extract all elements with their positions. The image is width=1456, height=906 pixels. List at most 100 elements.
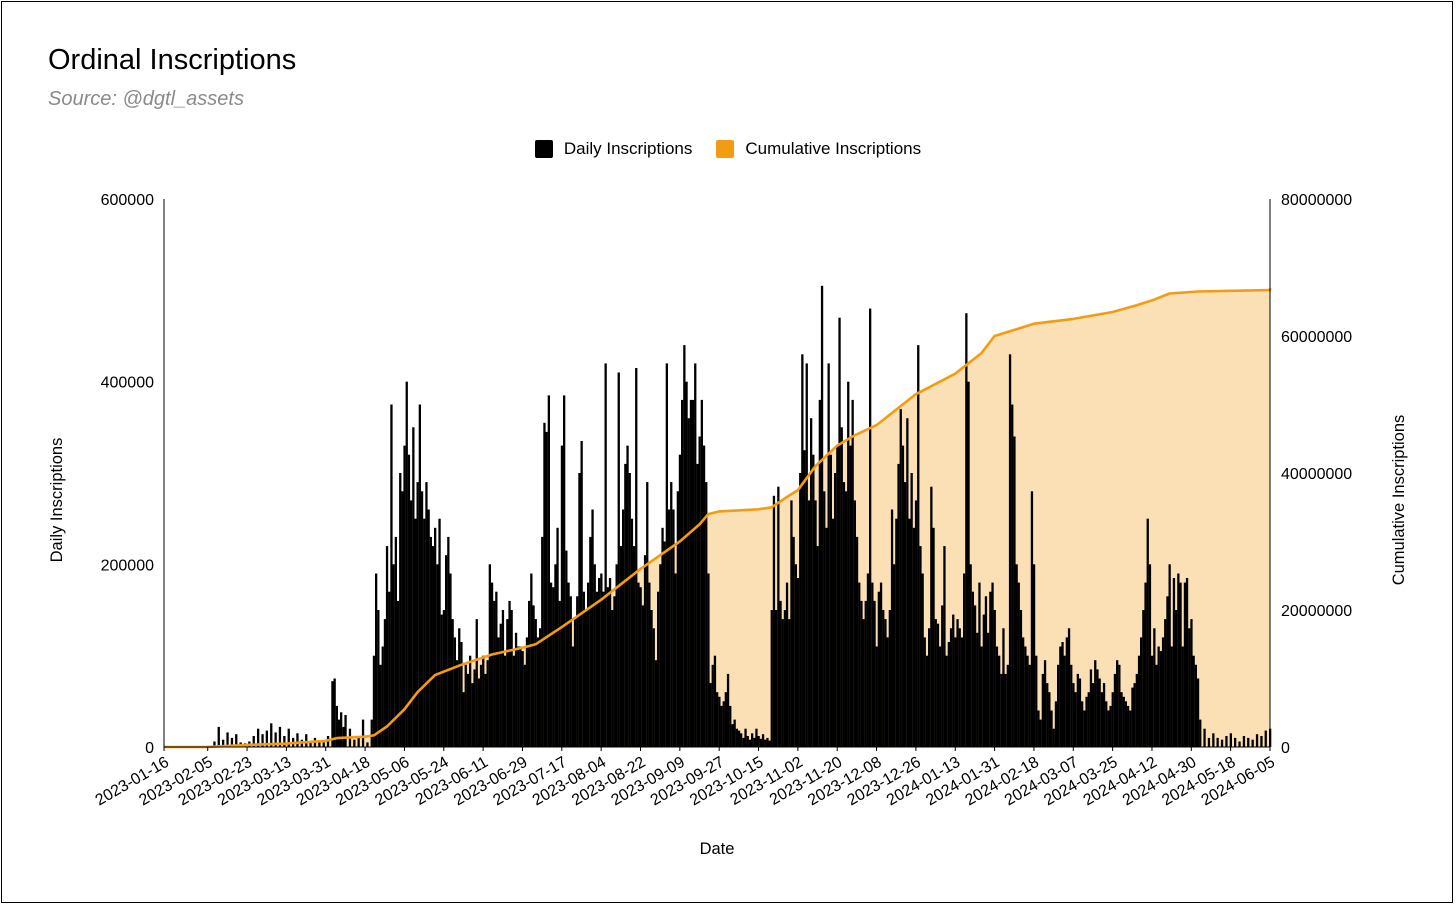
bar (1076, 673, 1079, 747)
bar (1063, 655, 1066, 747)
bar (569, 596, 572, 747)
bar (1124, 701, 1127, 747)
bar (318, 741, 321, 747)
bar (1057, 664, 1060, 747)
bar (696, 463, 699, 747)
bar (904, 482, 907, 747)
bar (547, 395, 550, 747)
bar (521, 651, 524, 747)
bar (700, 399, 703, 747)
bar (309, 741, 312, 747)
bar (812, 454, 815, 747)
bar (648, 582, 651, 747)
bar (1070, 664, 1073, 747)
bar (834, 473, 837, 747)
bar (604, 363, 607, 747)
bar (689, 399, 693, 747)
bar (587, 582, 590, 747)
bar (685, 381, 688, 747)
bar (1000, 673, 1003, 747)
bar (377, 610, 380, 747)
bar (1207, 737, 1211, 747)
bar (858, 582, 861, 747)
bar (1109, 705, 1112, 747)
bar (860, 600, 863, 747)
bar (637, 582, 640, 747)
bar (305, 734, 308, 747)
bar (759, 738, 762, 747)
bar (462, 692, 465, 747)
bar (836, 445, 839, 747)
bar (925, 655, 929, 747)
bar (952, 614, 955, 747)
bar (838, 317, 841, 747)
bar (1264, 730, 1267, 747)
bar (665, 363, 668, 747)
bar (451, 619, 454, 747)
bar (1048, 692, 1051, 747)
bar (650, 610, 653, 747)
bar (401, 491, 404, 747)
bar (270, 723, 273, 747)
bar (1054, 701, 1058, 747)
bar (871, 582, 874, 747)
bar (1028, 664, 1031, 747)
bar (399, 473, 402, 747)
bar (1188, 628, 1191, 747)
bar (1102, 683, 1106, 747)
bar (1177, 573, 1180, 747)
bar (414, 518, 417, 747)
bar (1094, 660, 1097, 747)
bar (385, 546, 389, 747)
bar (855, 536, 859, 747)
bar (217, 726, 220, 747)
bar (960, 637, 964, 747)
bar (440, 614, 443, 747)
bar (687, 418, 690, 747)
bar (912, 527, 915, 747)
bar (1116, 660, 1119, 747)
bar (641, 605, 644, 747)
bar (823, 491, 826, 747)
bar (353, 739, 356, 747)
bar (1017, 582, 1020, 747)
bar (967, 381, 970, 747)
legend-item-cumulative[interactable]: Cumulative Inscriptions (716, 139, 921, 159)
bar (331, 681, 334, 747)
bar (751, 733, 754, 747)
bar (692, 399, 695, 747)
bar (766, 737, 769, 747)
bar (1238, 741, 1241, 747)
bar (790, 500, 793, 747)
legend-item-daily[interactable]: Daily Inscriptions (534, 139, 692, 159)
bar (746, 736, 749, 747)
bar (785, 582, 789, 747)
y2-tick-label: 40000000 (1281, 466, 1352, 483)
bar (628, 473, 631, 747)
bar (584, 610, 588, 747)
bar (707, 573, 710, 747)
bar (438, 518, 441, 747)
bar (1035, 655, 1038, 747)
bar (436, 564, 439, 747)
bar (593, 564, 596, 747)
bar (729, 705, 732, 747)
bar (1159, 651, 1162, 747)
cumulative-area (164, 288, 1270, 747)
bar (1078, 678, 1082, 747)
bar (978, 582, 981, 747)
bar (510, 610, 513, 747)
bar (1004, 673, 1007, 747)
bar (716, 692, 719, 747)
bar (534, 619, 537, 747)
bar (956, 619, 959, 747)
bar (936, 623, 940, 747)
bar (390, 404, 393, 747)
bar (484, 673, 487, 747)
bar (372, 655, 376, 747)
bar (379, 664, 382, 747)
bar (1113, 673, 1117, 747)
bar (971, 591, 974, 747)
bar (1234, 737, 1237, 747)
